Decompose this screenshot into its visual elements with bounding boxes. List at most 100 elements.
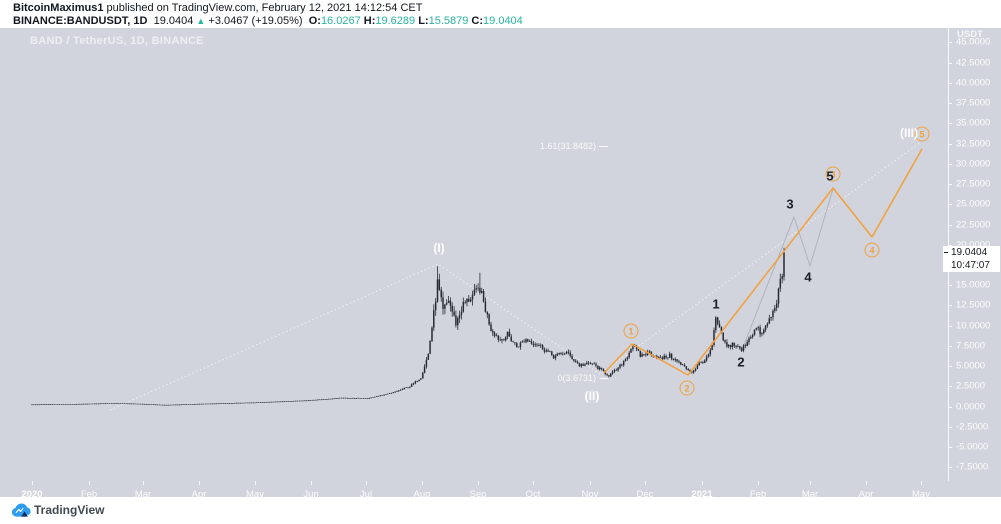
price-tick-label: 40.0000 bbox=[956, 77, 991, 89]
tradingview-brand-text[interactable]: TradingView bbox=[34, 503, 105, 517]
price-tick-label: 15.0000 bbox=[956, 279, 991, 291]
symbol-title[interactable]: BINANCE:BANDUSDT, 1D bbox=[13, 15, 148, 27]
wave-circle-badge-2[interactable]: 2 bbox=[679, 380, 695, 396]
candle-bodies bbox=[31, 252, 785, 406]
time-tick-label: Jun bbox=[303, 489, 319, 500]
subwave-label-3[interactable]: 3 bbox=[786, 196, 794, 212]
subwave-label-5[interactable]: 5 bbox=[826, 168, 834, 184]
major-wave-label[interactable]: (I) bbox=[433, 241, 445, 255]
price-tick-mark bbox=[948, 285, 952, 287]
fib-level-label[interactable]: 0(3.6731) bbox=[557, 373, 608, 383]
time-tick-mark bbox=[758, 481, 759, 485]
price-tick-mark bbox=[948, 42, 952, 44]
price-tick-mark bbox=[948, 103, 952, 105]
price-tick-label: 25.0000 bbox=[956, 198, 991, 210]
subwave-label-2[interactable]: 2 bbox=[737, 354, 745, 370]
time-tick-mark bbox=[810, 481, 811, 485]
price-tick-label: 35.0000 bbox=[956, 117, 991, 129]
time-tick-mark bbox=[478, 481, 479, 485]
snapshot-header: BitcoinMaximus1 published on TradingView… bbox=[0, 0, 1001, 28]
close-label: C: bbox=[471, 15, 484, 27]
last-price-label: 19.0404 bbox=[943, 246, 1000, 260]
price-tick-mark bbox=[948, 163, 952, 165]
price-tick-mark bbox=[948, 62, 952, 64]
wave-guide-dashed-line[interactable] bbox=[109, 141, 922, 411]
time-tick-label: Jul bbox=[359, 489, 373, 500]
open-label: O: bbox=[308, 15, 321, 27]
time-tick-label: Nov bbox=[581, 489, 599, 500]
up-arrow-icon: ▲ bbox=[196, 16, 206, 26]
price-change: +3.0467 (+19.05%) bbox=[208, 15, 303, 27]
tradingview-logo-icon[interactable] bbox=[11, 503, 32, 518]
low-value: 15.5879 bbox=[428, 15, 469, 27]
fib-level-text: 0(3.6731) bbox=[557, 373, 596, 383]
fib-level-dash bbox=[599, 145, 608, 147]
publish-text: published on TradingView.com, February 1… bbox=[103, 2, 423, 14]
wave-circle-badge-4[interactable]: 4 bbox=[864, 242, 880, 258]
time-tick-label: Oct bbox=[525, 489, 541, 500]
price-tick-label: 0.0000 bbox=[956, 401, 986, 413]
time-tick-label: Feb bbox=[749, 489, 767, 500]
price-label-value: 19.0404 bbox=[951, 247, 988, 259]
subwave-label-1[interactable]: 1 bbox=[712, 296, 720, 312]
time-axis[interactable]: 2020 Feb Mar Apr May Jun Jul Aug Sep Oct Nov Dec 202… bbox=[0, 481, 1001, 500]
price-axis-unit: USDT bbox=[957, 29, 983, 40]
elliott-impulse-line[interactable] bbox=[603, 148, 923, 376]
price-tick-label: 37.5000 bbox=[956, 97, 991, 109]
price-tick-mark bbox=[948, 244, 952, 246]
wave-circle-badge-5[interactable]: 5 bbox=[914, 126, 930, 142]
price-tick-mark bbox=[948, 143, 952, 145]
publish-line: BitcoinMaximus1 published on TradingView… bbox=[13, 2, 422, 14]
price-tick-mark bbox=[948, 426, 952, 428]
time-tick-label: May bbox=[912, 489, 930, 500]
time-tick-label: Mar bbox=[801, 489, 819, 500]
major-wave-label[interactable]: (III) bbox=[900, 126, 918, 140]
price-tick-mark bbox=[948, 224, 952, 226]
subwave-label-4[interactable]: 4 bbox=[804, 269, 812, 285]
price-tick-label: 42.5000 bbox=[956, 57, 991, 69]
price-tick-label: 45.0000 bbox=[956, 36, 991, 48]
time-tick-mark bbox=[255, 481, 256, 485]
price-tick-mark bbox=[948, 184, 952, 186]
wave-circle-badge-1[interactable]: 1 bbox=[623, 323, 639, 339]
price-axis[interactable]: USDT 45.0000 42.5000 40.0000 37.5000 35.0000… bbox=[943, 28, 1001, 481]
time-tick-mark bbox=[645, 481, 646, 485]
price-tick-label: 7.5000 bbox=[956, 340, 986, 352]
author-name: BitcoinMaximus1 bbox=[13, 2, 104, 14]
time-tick-label: 2020 bbox=[21, 489, 43, 500]
time-tick-mark bbox=[422, 481, 423, 485]
high-value: 19.6289 bbox=[375, 15, 416, 27]
time-tick-label: Dec bbox=[636, 489, 654, 500]
time-tick-mark bbox=[311, 481, 312, 485]
time-tick-mark bbox=[533, 481, 534, 485]
major-wave-label[interactable]: (II) bbox=[584, 389, 600, 403]
time-tick-mark bbox=[366, 481, 367, 485]
fib-level-label[interactable]: 1.61(31.8482) bbox=[540, 141, 608, 151]
footer-bar: TradingView bbox=[0, 497, 1001, 524]
price-tick-label: -2.5000 bbox=[956, 421, 989, 433]
time-tick-label: Sep bbox=[469, 489, 487, 500]
price-tick-mark bbox=[948, 366, 952, 368]
price-tick-label: 30.0000 bbox=[956, 158, 991, 170]
time-tick-mark bbox=[199, 481, 200, 485]
close-value: 19.0404 bbox=[483, 15, 523, 27]
candle-wicks bbox=[31, 247, 785, 406]
price-tick-mark bbox=[948, 204, 952, 206]
chart-canvas[interactable]: BAND / TetherUS, 1D, BINANCE 1 2 3 4 5 1 2 3 4 5(… bbox=[0, 28, 1001, 497]
time-tick-label: Apr bbox=[191, 489, 207, 500]
price-tick-label: 20.0000 bbox=[956, 239, 991, 251]
subwave-projection-line[interactable] bbox=[741, 188, 834, 351]
bar-countdown-label: 10:47:07 bbox=[943, 259, 1000, 273]
wave-circle-badge-3[interactable]: 3 bbox=[825, 166, 841, 182]
open-value: 16.0267 bbox=[320, 15, 361, 27]
time-tick-mark bbox=[143, 481, 144, 485]
price-tick-label: 2.5000 bbox=[956, 380, 986, 392]
price-tick-label: 27.5000 bbox=[956, 178, 991, 190]
price-label-tick bbox=[944, 252, 948, 254]
last-price: 19.0404 bbox=[153, 15, 194, 27]
time-tick-label: 2021 bbox=[691, 489, 713, 500]
high-label: H: bbox=[363, 15, 376, 27]
time-tick-mark bbox=[921, 481, 922, 485]
